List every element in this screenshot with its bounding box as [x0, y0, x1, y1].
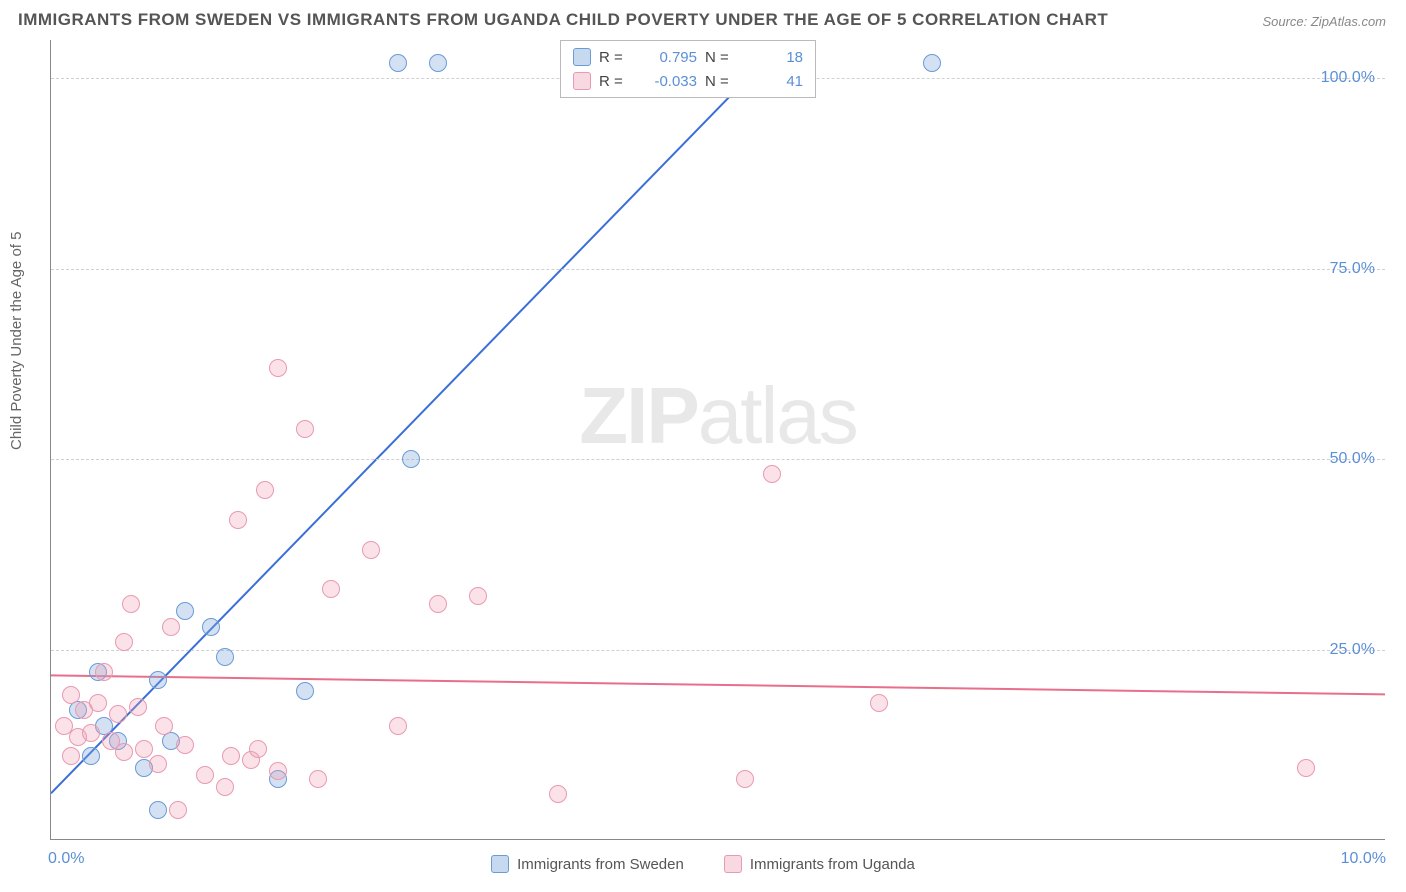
legend-item-sweden: Immigrants from Sweden — [491, 855, 684, 873]
trend-line — [51, 675, 1385, 694]
data-point — [296, 420, 314, 438]
data-point — [216, 778, 234, 796]
y-tick-label: 75.0% — [1330, 260, 1375, 278]
gridline — [51, 269, 1385, 270]
data-point — [870, 694, 888, 712]
data-point — [389, 54, 407, 72]
data-point — [109, 705, 127, 723]
y-tick-label: 25.0% — [1330, 641, 1375, 659]
data-point — [296, 682, 314, 700]
data-point — [169, 801, 187, 819]
data-point — [149, 801, 167, 819]
legend-row-sweden: R = 0.795 N = 18 — [573, 45, 803, 69]
data-point — [82, 724, 100, 742]
data-point — [122, 595, 140, 613]
data-point — [469, 587, 487, 605]
data-point — [269, 359, 287, 377]
data-point — [162, 618, 180, 636]
data-point — [402, 450, 420, 468]
swatch-pink — [573, 72, 591, 90]
source-label: Source: ZipAtlas.com — [1262, 14, 1386, 29]
data-point — [1297, 759, 1315, 777]
watermark: ZIPatlas — [579, 370, 856, 462]
n-label: N = — [705, 73, 735, 90]
r-value-uganda: -0.033 — [637, 73, 697, 90]
data-point — [216, 648, 234, 666]
gridline — [51, 650, 1385, 651]
data-point — [129, 698, 147, 716]
data-point — [309, 770, 327, 788]
watermark-bold: ZIP — [579, 371, 697, 460]
data-point — [89, 694, 107, 712]
y-tick-label: 100.0% — [1321, 69, 1375, 87]
correlation-legend: R = 0.795 N = 18 R = -0.033 N = 41 — [560, 40, 816, 98]
n-label: N = — [705, 49, 735, 66]
data-point — [176, 602, 194, 620]
data-point — [429, 54, 447, 72]
series-label-sweden: Immigrants from Sweden — [517, 856, 684, 873]
y-tick-label: 50.0% — [1330, 450, 1375, 468]
data-point — [82, 747, 100, 765]
gridline — [51, 459, 1385, 460]
data-point — [202, 618, 220, 636]
data-point — [62, 686, 80, 704]
data-point — [115, 743, 133, 761]
data-point — [389, 717, 407, 735]
data-point — [429, 595, 447, 613]
data-point — [115, 633, 133, 651]
data-point — [362, 541, 380, 559]
n-value-uganda: 41 — [743, 73, 803, 90]
r-label: R = — [599, 49, 629, 66]
r-value-sweden: 0.795 — [637, 49, 697, 66]
data-point — [155, 717, 173, 735]
data-point — [549, 785, 567, 803]
data-point — [95, 663, 113, 681]
watermark-light: atlas — [698, 371, 857, 460]
data-point — [222, 747, 240, 765]
data-point — [269, 762, 287, 780]
data-point — [135, 740, 153, 758]
data-point — [736, 770, 754, 788]
legend-row-uganda: R = -0.033 N = 41 — [573, 69, 803, 93]
trend-lines — [51, 40, 1385, 839]
r-label: R = — [599, 73, 629, 90]
plot-area: ZIPatlas 25.0% 50.0% 75.0% 100.0% — [50, 40, 1385, 840]
data-point — [249, 740, 267, 758]
data-point — [763, 465, 781, 483]
data-point — [229, 511, 247, 529]
data-point — [176, 736, 194, 754]
series-label-uganda: Immigrants from Uganda — [750, 856, 915, 873]
n-value-sweden: 18 — [743, 49, 803, 66]
data-point — [62, 747, 80, 765]
legend-item-uganda: Immigrants from Uganda — [724, 855, 915, 873]
y-axis-label: Child Poverty Under the Age of 5 — [8, 232, 25, 450]
data-point — [923, 54, 941, 72]
swatch-blue — [491, 855, 509, 873]
series-legend: Immigrants from Sweden Immigrants from U… — [0, 855, 1406, 873]
swatch-blue — [573, 48, 591, 66]
data-point — [196, 766, 214, 784]
data-point — [322, 580, 340, 598]
data-point — [149, 671, 167, 689]
data-point — [149, 755, 167, 773]
chart-title: IMMIGRANTS FROM SWEDEN VS IMMIGRANTS FRO… — [18, 10, 1108, 30]
swatch-pink — [724, 855, 742, 873]
data-point — [256, 481, 274, 499]
